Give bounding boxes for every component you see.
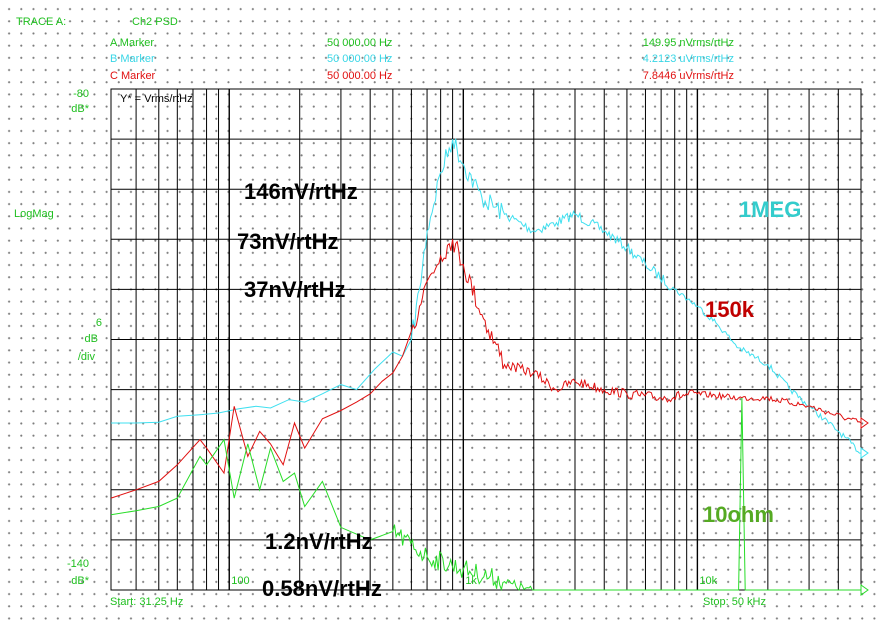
- trace-label-10ohm: 10ohm: [703, 502, 774, 527]
- trace-150k: [110, 239, 862, 499]
- y-reference-note: Y* = Vrms/rtHz: [120, 93, 193, 105]
- marker-c-value: 7.8446 uVrms/rtHz: [642, 70, 734, 82]
- y-bottom-value: -140: [66, 558, 89, 570]
- annotation-146nv: 146nV/rtHz: [244, 179, 358, 204]
- marker-b-label: B Marker: [110, 53, 155, 65]
- y-top-value: -80: [73, 88, 89, 100]
- trace-1meg: [111, 138, 861, 454]
- trace-label-1meg: 1MEG: [739, 197, 802, 222]
- trace-10ohm: [110, 397, 861, 592]
- marker-a-freq: 50 000.00 Hz: [327, 37, 393, 49]
- trace-10ohm-end-marker: [860, 584, 869, 596]
- x-start-label: Start: 31.25 Hz: [110, 596, 184, 608]
- trace-150k-end-marker: [860, 417, 869, 429]
- annotation-0-58nv: 0.58nV/rtHz: [262, 576, 382, 601]
- y-scale-value: 6: [95, 317, 102, 329]
- y-top-unit: dB*: [71, 103, 89, 115]
- y-mode-label: LogMag: [14, 208, 54, 220]
- trace-1meg-end-marker: [860, 447, 869, 460]
- y-bottom-unit: dB*: [71, 575, 89, 587]
- channel-title: Ch2 PSD: [132, 16, 178, 28]
- marker-c-label: C Marker: [110, 70, 156, 82]
- x-tick-label: 1k: [465, 575, 477, 587]
- marker-a-label: A Marker: [110, 37, 155, 49]
- annotation-37nv: 37nV/rtHz: [244, 277, 346, 302]
- annotation-1-2nv: 1.2nV/rtHz: [265, 529, 373, 554]
- x-tick-label: 100: [231, 575, 249, 587]
- marker-c-freq: 50 000.00 Hz: [327, 70, 393, 82]
- trace-label: TRACE A:: [16, 16, 67, 28]
- marker-b-value: 4.2123 uVrms/rtHz: [642, 53, 734, 65]
- y-scale-per-div: /div: [77, 351, 95, 363]
- x-tick-label: 10k: [699, 575, 717, 587]
- marker-a-value: 149.95 nVrms/rtHz: [642, 37, 734, 49]
- y-scale-unit: dB: [84, 333, 98, 345]
- marker-b-freq: 50 000.00 Hz: [327, 53, 393, 65]
- annotation-73nv: 73nV/rtHz: [237, 229, 339, 254]
- trace-label-150k: 150k: [705, 297, 754, 322]
- x-stop-label: Stop: 50 kHz: [703, 596, 766, 608]
